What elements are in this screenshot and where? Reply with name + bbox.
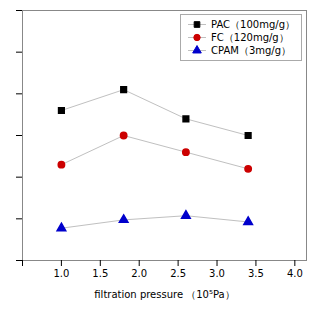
svg-text:3.0: 3.0 — [209, 268, 225, 279]
html-text:PAC（100mg/g）: PAC（100mg/g） — [211, 19, 295, 30]
svg-text:4.0: 4.0 — [287, 268, 303, 279]
svg-text:2.5: 2.5 — [170, 268, 186, 279]
html-text:FC（120mg/g）: FC（120mg/g） — [211, 32, 289, 43]
svg-text:2.0: 2.0 — [131, 268, 147, 279]
svg-text:1.0: 1.0 — [53, 268, 69, 279]
svg-text:1.5: 1.5 — [92, 268, 108, 279]
svg-text:3.5: 3.5 — [248, 268, 264, 279]
html-text:CPAM（3mg/g）: CPAM（3mg/g） — [211, 45, 292, 56]
svg-text:filtration pressure （10⁵Pa）: filtration pressure （10⁵Pa） — [94, 289, 234, 300]
